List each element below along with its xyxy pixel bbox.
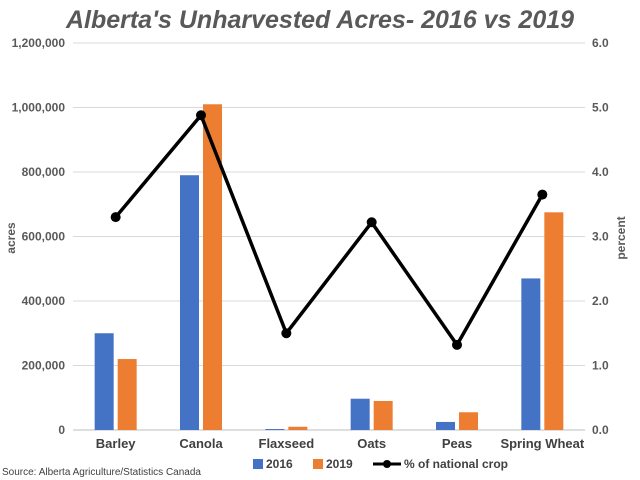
bar-2019-spring-wheat	[544, 212, 564, 430]
national-crop-line	[114, 111, 544, 349]
line-point-barley	[110, 212, 121, 223]
left-axis-title: acres	[4, 222, 18, 254]
bar-2016-spring-wheat	[521, 278, 541, 430]
line-point-canola	[196, 110, 206, 121]
right-axis-title: percent	[614, 216, 628, 259]
legend-label: 2019	[326, 457, 353, 471]
bar-2019-peas	[459, 412, 478, 430]
bar-series	[94, 104, 564, 431]
legend-swatch	[253, 459, 263, 469]
left-tick-label: 200,000	[22, 359, 66, 373]
left-axis-ticks: 0 200,000 400,000 600,000 800,000 1,000,000 1,…	[12, 36, 66, 437]
left-tick-label: 400,000	[22, 294, 66, 308]
bar-2016-flaxseed	[265, 429, 285, 430]
left-tick-label: 1,000,000	[12, 101, 66, 115]
right-tick-label: 3.0	[592, 230, 609, 244]
bar-2019-oats	[373, 400, 393, 430]
category-label: Peas	[442, 436, 472, 451]
bar-2019-barley	[117, 359, 137, 430]
right-axis-ticks: 0.0 1.0 2.0 3.0 4.0 5.0 6.0	[592, 36, 609, 437]
right-tick-label: 1.0	[592, 359, 609, 373]
legend-label: % of national crop	[404, 457, 508, 471]
bar-2016-barley	[94, 333, 114, 430]
left-tick-label: 0	[58, 423, 65, 437]
line-point-flaxseed	[281, 328, 292, 339]
category-label: Oats	[357, 436, 386, 451]
category-label: Spring Wheat	[500, 436, 584, 451]
line-point-spring-wheat	[537, 189, 548, 200]
right-tick-label: 6.0	[592, 36, 609, 50]
source-note: Source: Alberta Agriculture/Statistics C…	[2, 467, 201, 478]
left-tick-label: 1,200,000	[12, 36, 66, 50]
category-label: Flaxseed	[259, 436, 315, 451]
bar-2016-oats	[350, 398, 370, 430]
category-label: Barley	[96, 436, 137, 451]
line-point-oats	[366, 217, 377, 228]
legend-swatch	[313, 459, 323, 469]
right-tick-label: 5.0	[592, 101, 609, 115]
right-tick-label: 0.0	[592, 423, 609, 437]
bar-2019-flaxseed	[288, 426, 308, 430]
gridlines	[73, 42, 585, 431]
line-point-peas	[452, 339, 462, 350]
bar-2016-peas	[436, 421, 455, 430]
left-tick-label: 600,000	[22, 230, 66, 244]
legend: 2016 2019 % of national crop	[253, 457, 508, 471]
category-labels: Barley Canola Flaxseed Oats Peas Spring Wheat	[96, 436, 585, 451]
right-tick-label: 4.0	[592, 165, 609, 179]
chart-title: Alberta's Unharvested Acres- 2016 vs 201…	[65, 6, 574, 34]
category-label: Canola	[179, 436, 223, 451]
bar-2016-canola	[180, 175, 199, 430]
right-tick-label: 2.0	[592, 294, 609, 308]
bar-2019-canola	[203, 104, 222, 431]
left-tick-label: 800,000	[22, 165, 66, 179]
legend-label: 2016	[266, 457, 293, 471]
line-series	[110, 110, 548, 350]
legend-marker	[383, 460, 391, 468]
